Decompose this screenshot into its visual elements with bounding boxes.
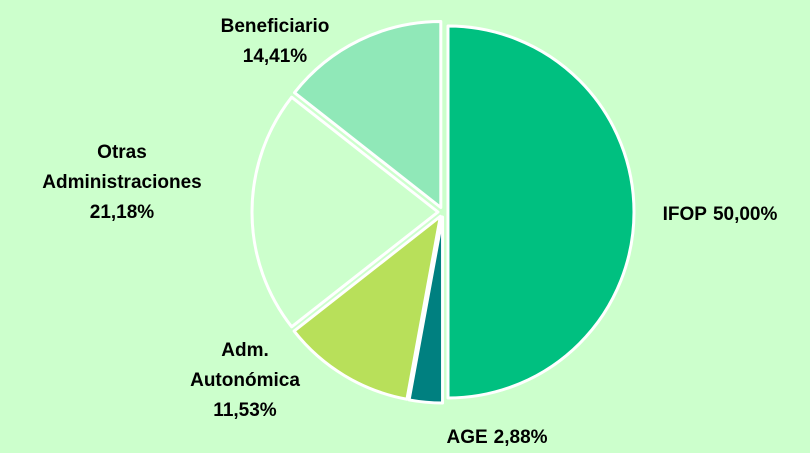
slice-label: IFOP 50,00% [620,200,810,230]
slice-label: Beneficiario 14,41% [195,12,355,72]
slice-name: IFOP [662,204,707,225]
slice-value: 2,88% [493,427,548,448]
slice-name: Otras Administraciones [42,142,202,193]
pie-slice [292,20,443,210]
pie-slice [407,215,445,405]
slice-name: Adm. Autonómica [190,340,300,391]
slice-value: 21,18% [89,202,155,223]
slice-value: 11,53% [213,400,277,421]
slice-label: Adm. Autonómica 11,53% [175,336,315,426]
slice-value: 50,00% [712,204,778,225]
slice-value: 14,41% [242,46,308,67]
slice-name: AGE [446,427,488,448]
slice-name: Beneficiario [220,16,330,37]
pie-slice [250,95,440,329]
slice-label: AGE 2,88% [397,423,597,453]
slice-label: Otras Administraciones 21,18% [22,138,222,228]
pie-slice [446,24,636,400]
pie-slice [292,214,442,401]
